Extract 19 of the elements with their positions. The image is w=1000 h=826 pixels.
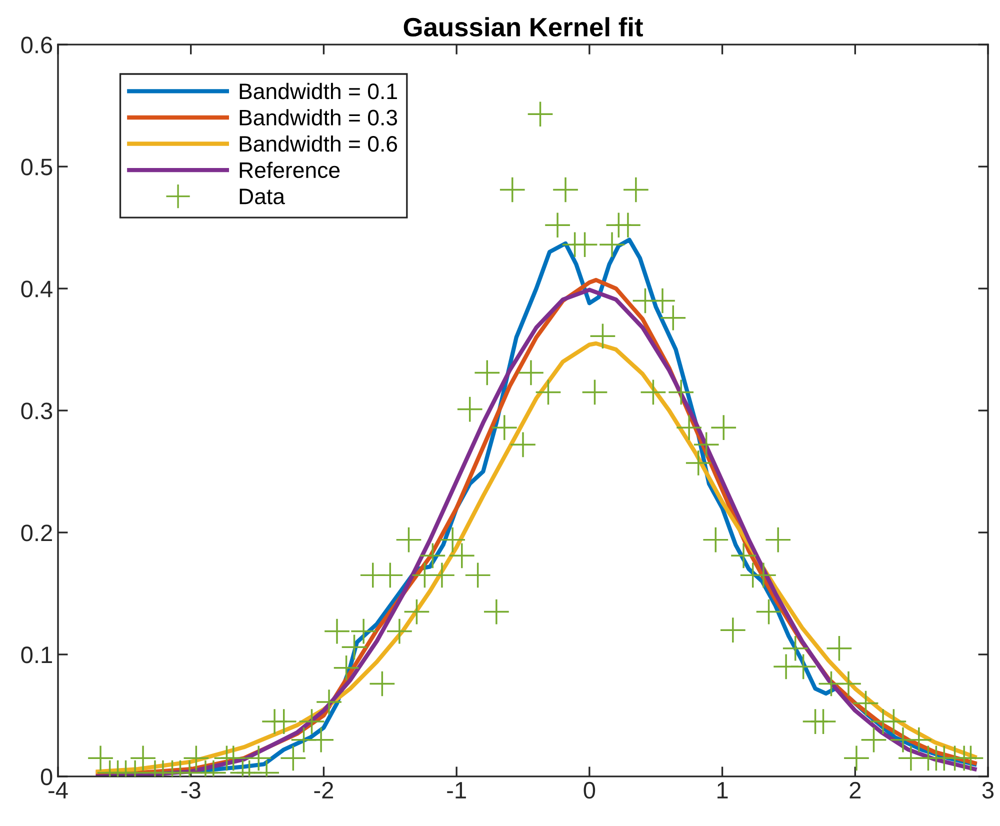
legend-label: Reference: [240, 162, 340, 178]
legend-label: Data: [240, 188, 285, 204]
x-tick-label: -2: [314, 782, 334, 798]
chart-title: Gaussian Kernel fit: [404, 17, 643, 37]
y-tick-label: 0.1: [21, 646, 52, 664]
legend-label: Bandwidth = 0.3: [240, 109, 398, 126]
y-tick-label: 0.2: [21, 524, 52, 542]
x-tick-label: 2: [850, 782, 861, 798]
legend-label: Bandwidth = 0.6: [240, 135, 398, 152]
x-tick-label: -1: [447, 782, 466, 798]
y-tick-label: 0.3: [21, 402, 52, 420]
legend-label: Bandwidth = 0.1: [240, 82, 397, 100]
x-tick-label: 3: [982, 782, 994, 799]
x-tick-label: 0: [584, 782, 596, 799]
y-tick-label: 0.5: [21, 158, 52, 176]
y-tick-label: 0.6: [21, 36, 52, 54]
x-tick-label: -3: [181, 782, 200, 799]
x-tick-label: 1: [718, 782, 728, 798]
y-tick-label: 0.4: [21, 280, 52, 298]
